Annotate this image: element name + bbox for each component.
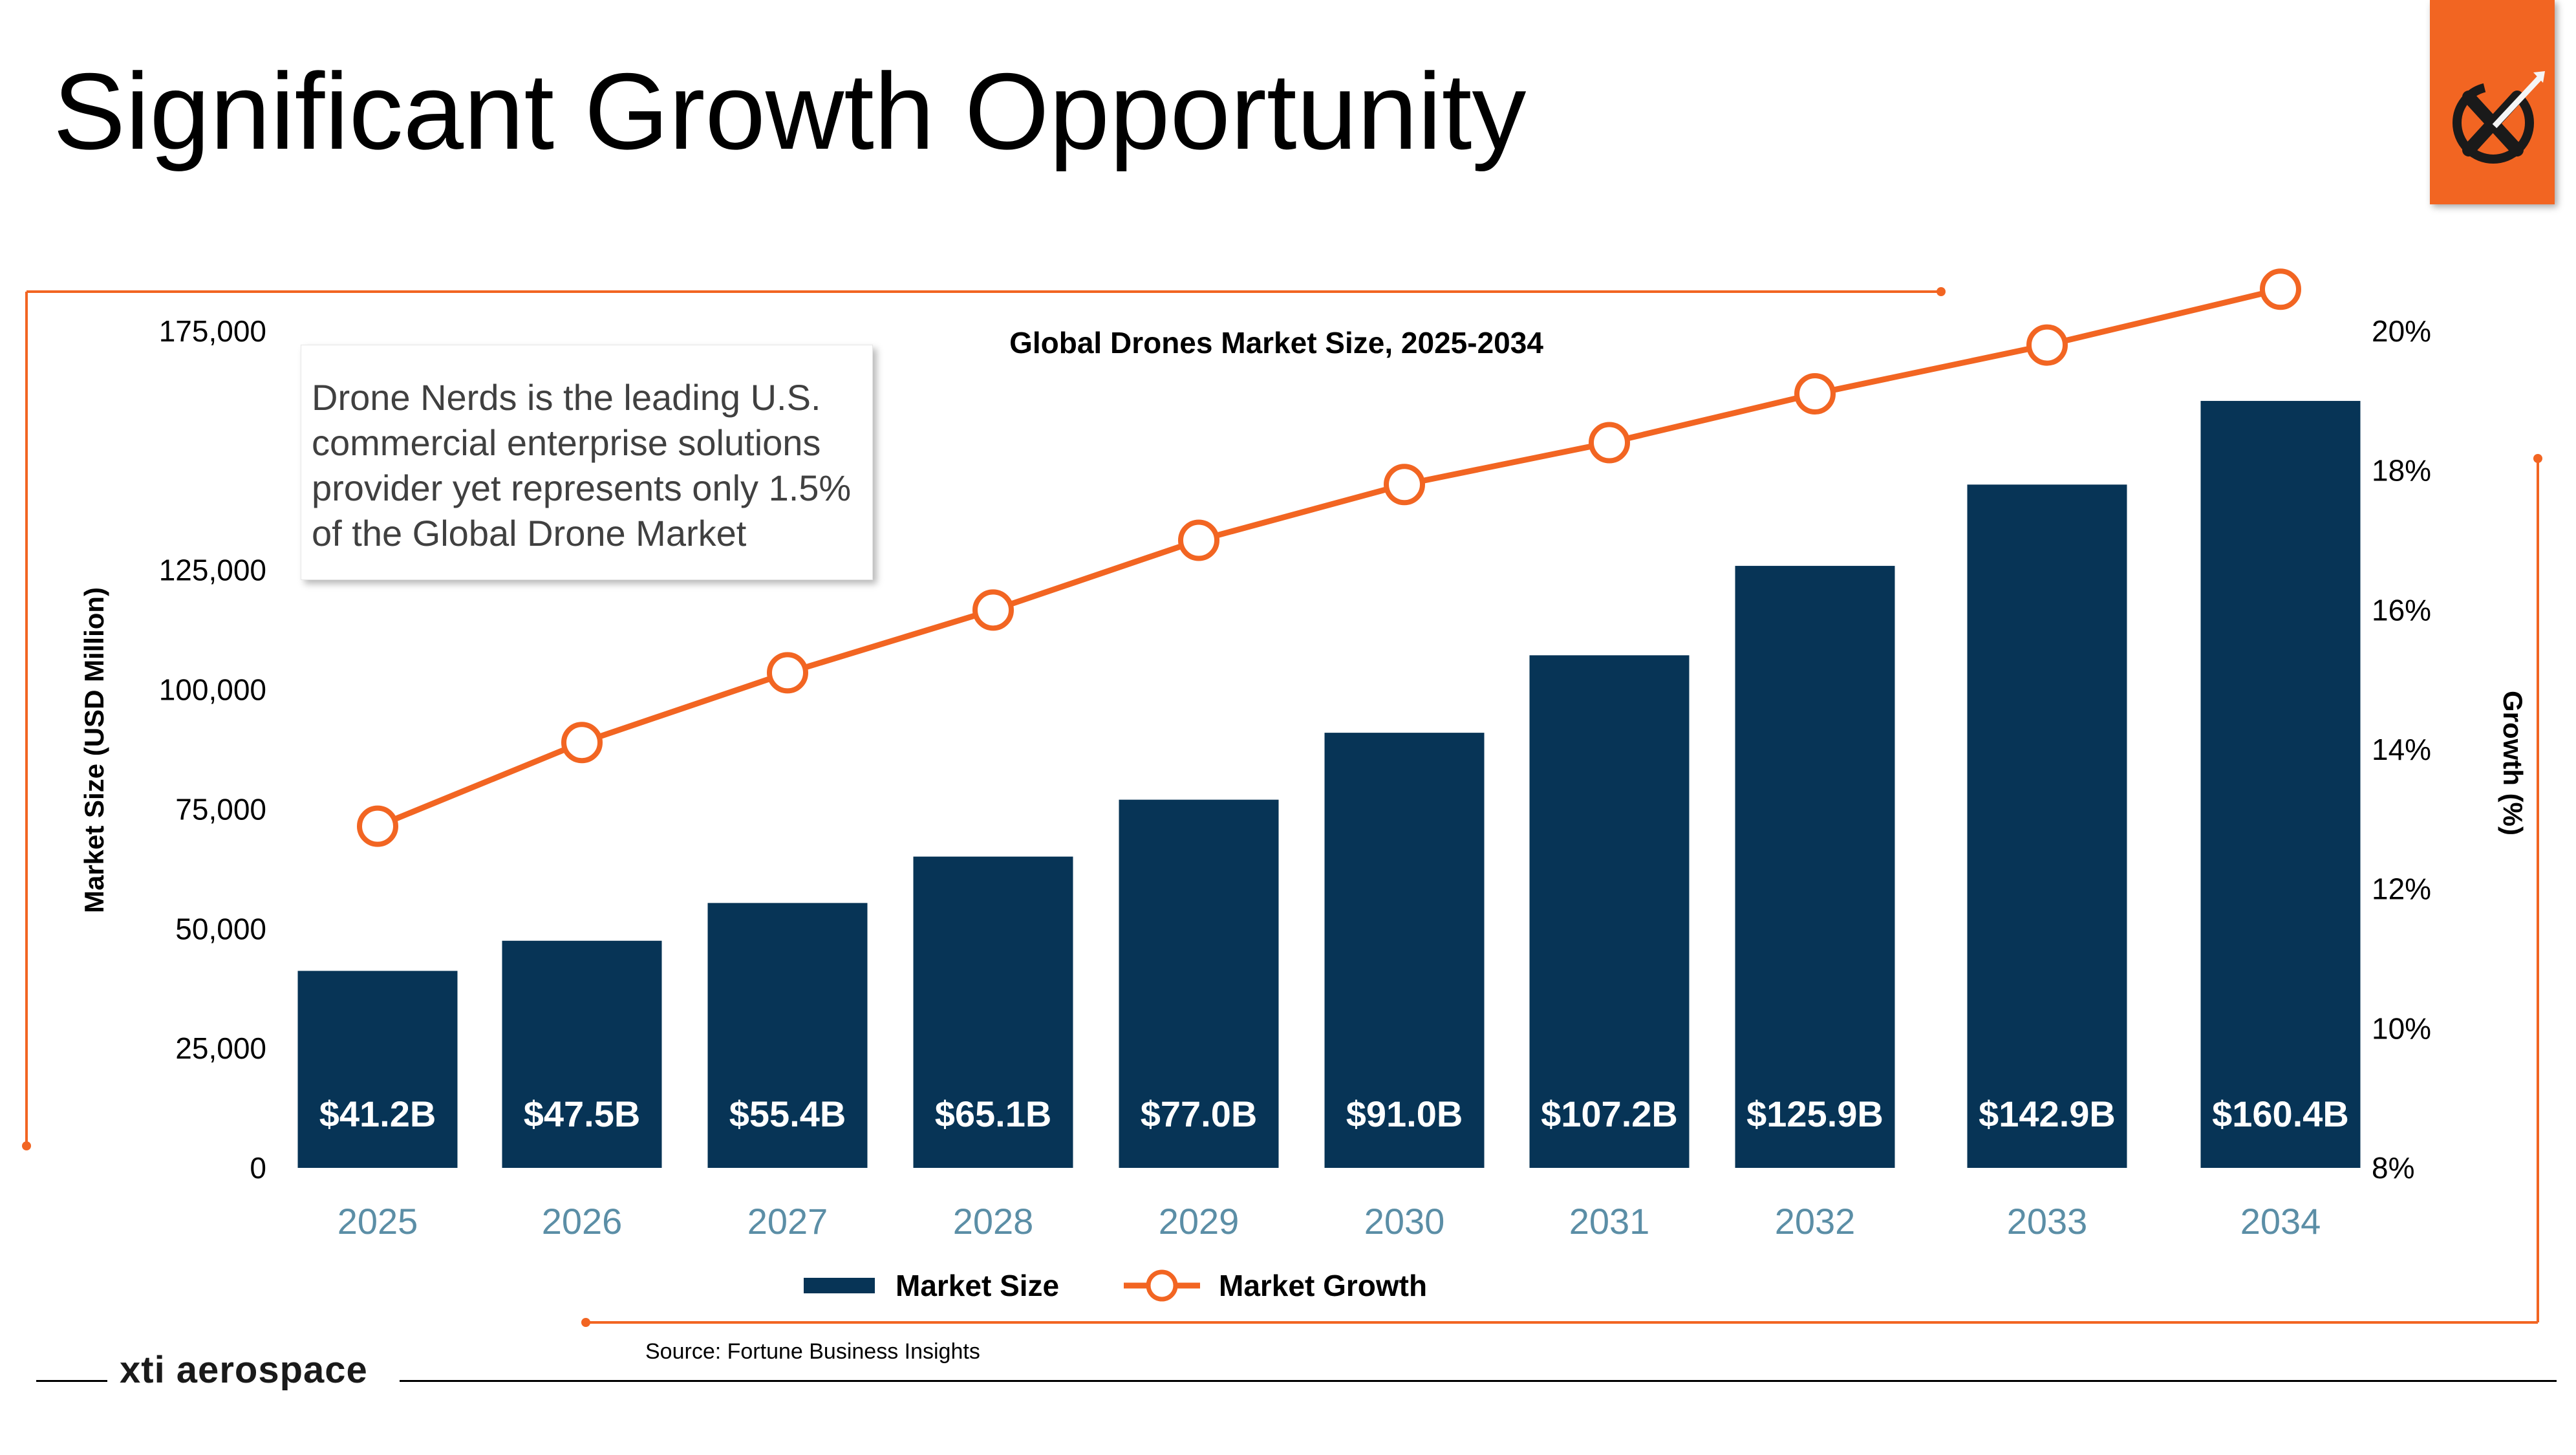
- legend-label-market-size: Market Size: [896, 1269, 1059, 1302]
- brand-logo-text: xti aerospace: [120, 1349, 368, 1391]
- bar-value-label: $142.9B: [1979, 1094, 2116, 1134]
- y-left-tick-label: 175,000: [159, 314, 266, 348]
- source-note: Source: Fortune Business Insights: [645, 1339, 980, 1364]
- callout-line: provider yet represents only 1.5%: [312, 468, 852, 508]
- left-axis-ticks: 0 25,000 50,000 75,000 100,000 125,000 175,000: [159, 314, 266, 1185]
- growth-line: [376, 286, 2282, 829]
- y-right-tick-label: 16%: [2372, 593, 2431, 627]
- bar-value-label: $91.0B: [1346, 1094, 1463, 1134]
- decorative-bracket-left: [22, 287, 1946, 1150]
- growth-point: [1589, 422, 1630, 464]
- bar-market-size: [1119, 799, 1279, 1168]
- x-axis-year-label: 2032: [1775, 1201, 1856, 1242]
- y-axis-right-label: Growth (%): [2498, 691, 2528, 835]
- bar-market-size: [1967, 484, 2127, 1168]
- x-axis-year-label: 2025: [338, 1201, 418, 1242]
- bar-value-label: $47.5B: [524, 1094, 641, 1134]
- callout-line: of the Global Drone Market: [312, 513, 747, 554]
- y-left-tick-label: 25,000: [175, 1031, 266, 1065]
- xti-x-arrow-logo-icon: [2453, 71, 2545, 164]
- callout-line: commercial enterprise solutions: [312, 422, 821, 463]
- y-right-tick-label: 12%: [2372, 872, 2431, 906]
- x-axis-year-label: 2031: [1569, 1201, 1650, 1242]
- growth-point: [1794, 373, 1836, 415]
- legend-label-market-growth: Market Growth: [1219, 1269, 1427, 1302]
- bar-market-size: [1324, 733, 1485, 1168]
- footer-rule-right: [400, 1380, 2557, 1382]
- bar-market-size: [502, 940, 662, 1168]
- bar-market-size: [1735, 566, 1895, 1168]
- y-left-tick-label: 125,000: [159, 554, 266, 587]
- slide-title: Significant Growth Opportunity: [53, 50, 1527, 172]
- x-axis-year-label: 2030: [1364, 1201, 1445, 1242]
- y-axis-left-label: Market Size (USD Million): [79, 587, 109, 913]
- growth-point: [2026, 324, 2068, 366]
- callout-line: Drone Nerds is the leading U.S.: [312, 377, 821, 418]
- y-right-tick-label: 10%: [2372, 1011, 2431, 1045]
- footer-rule-left: [36, 1380, 107, 1382]
- bar-value-label: $160.4B: [2212, 1094, 2349, 1134]
- x-axis-labels: 2025 2026 2027 2028 2029 2030 2031 2032 2033 2034: [338, 1201, 2321, 1242]
- x-axis-year-label: 2029: [1159, 1201, 1240, 1242]
- bar-market-size: [913, 856, 1073, 1168]
- y-right-tick-label: 18%: [2372, 454, 2431, 488]
- bar-market-size: [2200, 400, 2361, 1168]
- bar-value-label: $77.0B: [1141, 1094, 1258, 1134]
- growth-point: [2260, 268, 2301, 310]
- growth-point: [561, 722, 603, 764]
- bar-market-size: [297, 971, 458, 1168]
- x-axis-year-label: 2034: [2240, 1201, 2321, 1242]
- growth-point: [972, 589, 1014, 631]
- bar-market-size: [1529, 655, 1690, 1168]
- bar-market-size: [707, 903, 868, 1168]
- y-left-tick-label: 0: [250, 1151, 266, 1185]
- y-right-tick-label: 20%: [2372, 314, 2431, 348]
- y-left-tick-label: 50,000: [175, 912, 266, 945]
- legend-swatch-market-size: [804, 1278, 875, 1293]
- x-axis-year-label: 2027: [747, 1201, 828, 1242]
- growth-point: [1384, 464, 1425, 506]
- y-left-tick-label: 75,000: [175, 792, 266, 826]
- bar-value-label: $55.4B: [729, 1094, 846, 1134]
- right-axis-ticks: 8% 10% 12% 14% 16% 18% 20%: [2372, 314, 2431, 1185]
- legend: Market Size Market Growth: [804, 1269, 1427, 1302]
- x-axis-year-label: 2026: [542, 1201, 623, 1242]
- bar-value-label: $65.1B: [935, 1094, 1052, 1134]
- bar-value-label: $41.2B: [319, 1094, 436, 1134]
- decorative-bracket-right: [581, 454, 2542, 1327]
- y-right-tick-label: 14%: [2372, 733, 2431, 766]
- growth-point: [767, 652, 808, 694]
- growth-line-series: [357, 268, 2301, 847]
- bar-labels: $41.2B $47.5B $55.4B $65.1B $77.0B $91.0B $107…: [319, 1094, 2349, 1134]
- growth-point: [1178, 519, 1219, 561]
- chart-title: Global Drones Market Size, 2025-2034: [1009, 326, 1543, 360]
- x-axis-year-label: 2028: [953, 1201, 1034, 1242]
- x-axis-year-label: 2033: [2007, 1201, 2088, 1242]
- xti-logo[interactable]: [2430, 0, 2555, 204]
- y-right-tick-label: 8%: [2372, 1151, 2414, 1185]
- bar-value-label: $125.9B: [1746, 1094, 1884, 1134]
- bars: [297, 400, 2361, 1168]
- bar-value-label: $107.2B: [1541, 1094, 1678, 1134]
- callout-box: Drone Nerds is the leading U.S. commerci…: [301, 345, 873, 580]
- y-left-tick-label: 100,000: [159, 673, 266, 707]
- growth-point: [357, 805, 398, 847]
